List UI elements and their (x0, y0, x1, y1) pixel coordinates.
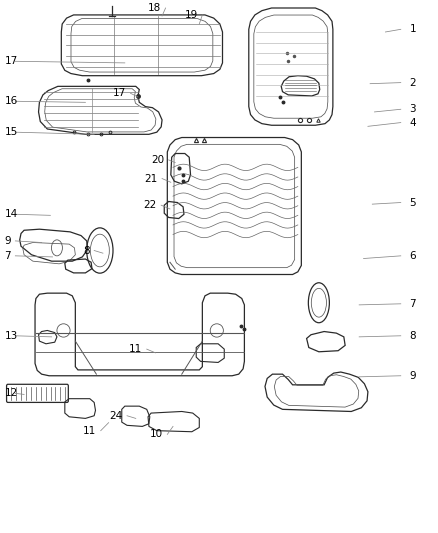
Text: 6: 6 (410, 251, 416, 261)
Text: 10: 10 (150, 430, 163, 439)
Text: 2: 2 (410, 78, 416, 87)
Text: 22: 22 (144, 200, 157, 210)
Text: 15: 15 (4, 127, 18, 137)
Text: 8: 8 (83, 246, 90, 255)
Text: 9: 9 (4, 236, 11, 246)
Text: 7: 7 (410, 299, 416, 309)
Text: 20: 20 (151, 155, 164, 165)
Text: 4: 4 (410, 118, 416, 127)
Text: 3: 3 (410, 104, 416, 114)
Text: 12: 12 (4, 389, 18, 398)
Text: 17: 17 (4, 56, 18, 66)
Text: 13: 13 (4, 331, 18, 341)
Text: 14: 14 (4, 209, 18, 219)
Text: 18: 18 (148, 3, 161, 13)
Text: 5: 5 (410, 198, 416, 207)
Text: 19: 19 (185, 10, 198, 20)
Text: 21: 21 (145, 174, 158, 183)
Text: 9: 9 (410, 371, 416, 381)
Text: 24: 24 (110, 411, 123, 421)
Text: 8: 8 (410, 331, 416, 341)
Text: 17: 17 (113, 88, 126, 98)
Text: 7: 7 (4, 251, 11, 261)
Text: 1: 1 (410, 25, 416, 34)
Text: 11: 11 (83, 426, 96, 435)
Text: 11: 11 (129, 344, 142, 354)
Text: 16: 16 (4, 96, 18, 106)
